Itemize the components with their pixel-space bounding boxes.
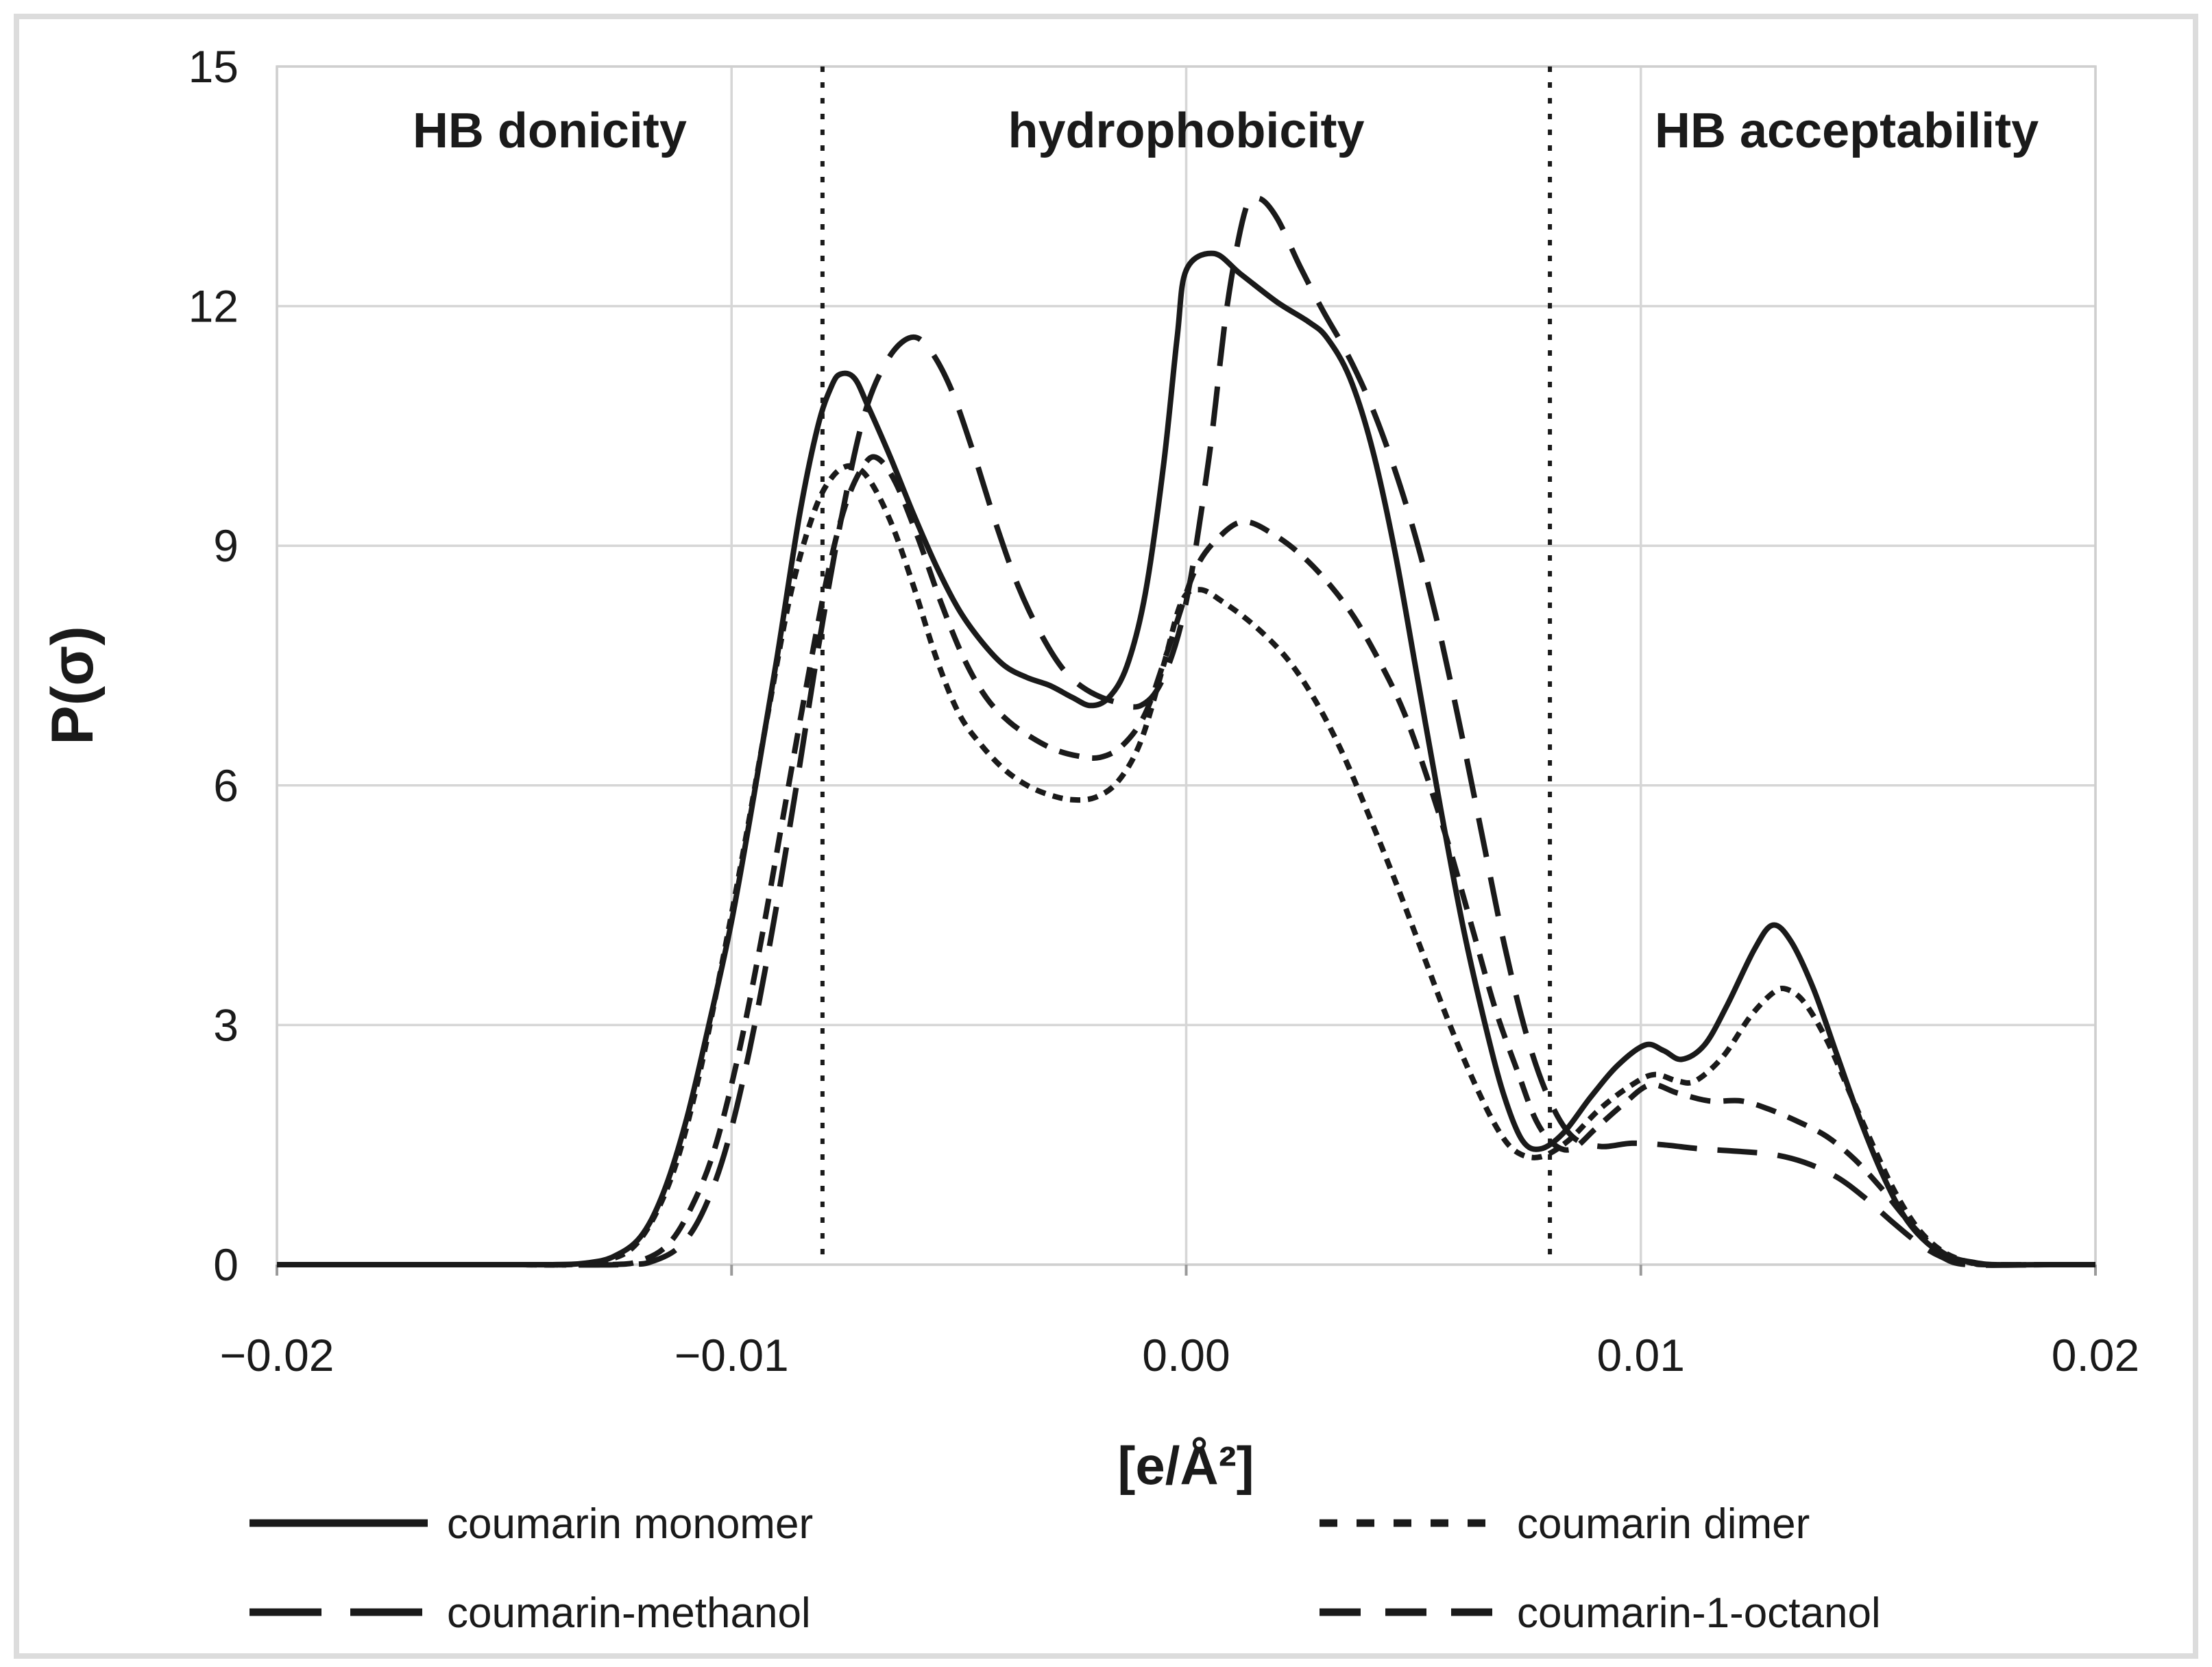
- legend-item-coumarin-monomer: coumarin monomer: [250, 1500, 813, 1548]
- x-tick-label-3: 0.01: [1597, 1330, 1685, 1380]
- y-tick-label-3: 9: [213, 520, 239, 571]
- series-line-coumarin-methanol: [276, 194, 2096, 1268]
- region-boundary-lines: [820, 66, 1553, 1265]
- x-tick-label-4: 0.02: [2052, 1330, 2139, 1380]
- legend-item-coumarin-1-octanol: coumarin-1-octanol: [1320, 1590, 1881, 1637]
- x-axis-title: [e/Å²]: [1117, 1435, 1254, 1496]
- data-series: [276, 194, 2096, 1268]
- region-label-hydrophobicity: hydrophobicity: [1008, 104, 1365, 158]
- y-tick-label-2: 6: [213, 760, 239, 811]
- figure-border: [14, 14, 2198, 1659]
- legend: coumarin monomer coumarin dimer coumarin-m…: [250, 1500, 1881, 1637]
- y-axis-tick-labels: 0 3 6 9 12 15: [189, 41, 239, 1290]
- legend-item-coumarin-methanol: coumarin-methanol: [250, 1590, 811, 1637]
- y-tick-label-4: 12: [189, 281, 239, 332]
- x-axis-tick-labels: −0.02 −0.01 0.00 0.01 0.02: [220, 1330, 2140, 1380]
- region-label-hb-acceptability: HB acceptability: [1655, 104, 2039, 158]
- legend-label: coumarin dimer: [1517, 1500, 1810, 1548]
- y-tick-label-1: 3: [213, 999, 239, 1050]
- series-line-coumarin-1-octanol: [276, 454, 2096, 1268]
- x-tick-label-2: 0.00: [1142, 1330, 1230, 1380]
- gridlines: [276, 65, 2097, 1266]
- region-labels: HB donicity hydrophobicity HB acceptabilit…: [413, 104, 2039, 158]
- legend-label: coumarin-1-octanol: [1517, 1590, 1881, 1637]
- y-tick-label-5: 15: [189, 41, 239, 92]
- x-tick-label-1: −0.01: [674, 1330, 789, 1380]
- region-label-hb-donicity: HB donicity: [413, 104, 687, 158]
- x-tick-label-0: −0.02: [220, 1330, 335, 1380]
- legend-label: coumarin-methanol: [447, 1590, 811, 1637]
- y-axis-title: P(σ): [40, 626, 106, 744]
- legend-label: coumarin monomer: [447, 1500, 813, 1548]
- y-tick-label-0: 0: [213, 1239, 239, 1290]
- legend-item-coumarin-dimer: coumarin dimer: [1320, 1500, 1810, 1548]
- series-line-coumarin-dimer: [276, 463, 2096, 1268]
